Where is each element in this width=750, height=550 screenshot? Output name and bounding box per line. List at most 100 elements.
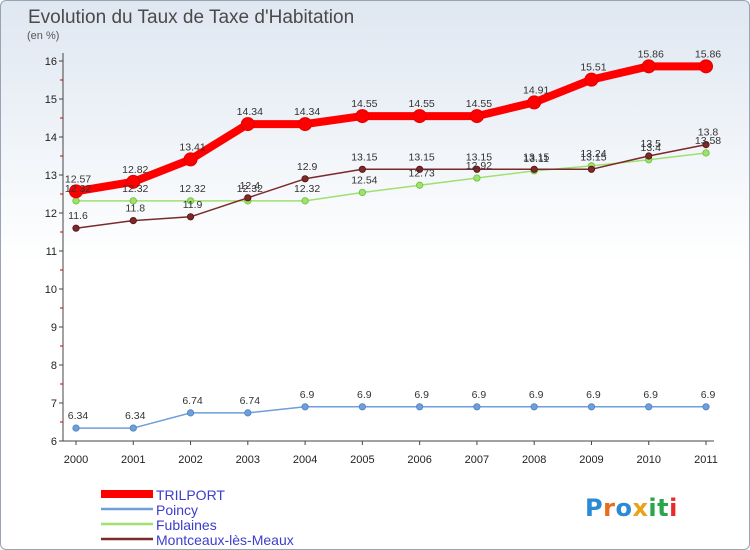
data-point xyxy=(301,403,309,411)
data-label: 11.9 xyxy=(183,199,203,211)
y-tick-label: 11 xyxy=(46,246,57,258)
logo-letter: x xyxy=(632,494,649,522)
x-tick-label: 2008 xyxy=(522,454,546,466)
data-label: 6.9 xyxy=(701,389,716,401)
data-label: 12.32 xyxy=(294,183,320,195)
data-point xyxy=(702,403,710,411)
logo-letter: i xyxy=(669,494,678,522)
x-tick-label: 2004 xyxy=(293,454,317,466)
x-tick-label: 2000 xyxy=(64,454,88,466)
data-point xyxy=(416,181,424,189)
data-label: 12.92 xyxy=(466,160,492,172)
data-label: 11.6 xyxy=(68,210,88,222)
data-label: 6.9 xyxy=(472,389,487,401)
data-point xyxy=(416,165,424,173)
data-point xyxy=(473,403,481,411)
x-tick-label: 2007 xyxy=(465,454,489,466)
y-tick-label: 16 xyxy=(45,56,57,68)
data-point xyxy=(183,152,198,167)
data-point xyxy=(186,409,195,417)
legend-label: Montceaux-lès-Meaux xyxy=(156,532,294,548)
data-point xyxy=(301,175,309,183)
data-label: 13.8 xyxy=(698,127,719,139)
data-label: 12.32 xyxy=(65,183,91,195)
data-point xyxy=(587,165,596,173)
data-label: 12.57 xyxy=(65,173,91,185)
data-point xyxy=(584,72,599,87)
data-label: 13.5 xyxy=(641,138,662,150)
data-label: 6.74 xyxy=(182,395,203,407)
x-tick-label: 2006 xyxy=(407,454,431,466)
data-label: 14.55 xyxy=(408,98,434,110)
data-point xyxy=(702,149,710,157)
data-point xyxy=(72,197,80,205)
data-label: 13.15 xyxy=(523,151,549,163)
data-label: 6.9 xyxy=(643,389,658,401)
data-point xyxy=(129,424,137,432)
data-point xyxy=(129,217,137,225)
data-label: 15.86 xyxy=(695,48,721,60)
logo-letter: P xyxy=(585,494,604,522)
x-tick-label: 2002 xyxy=(178,454,202,466)
data-label: 13.15 xyxy=(466,151,492,163)
data-point xyxy=(416,403,424,411)
x-tick-label: 2011 xyxy=(694,454,718,466)
proxiti-logo: Proxiti xyxy=(585,494,678,522)
chart-subtitle: (en %) xyxy=(27,30,60,42)
x-tick-label: 2001 xyxy=(121,454,145,466)
data-label: 6.9 xyxy=(357,389,372,401)
data-label: 6.74 xyxy=(240,395,261,407)
data-label: 6.9 xyxy=(300,389,315,401)
data-point xyxy=(72,224,80,232)
data-label: 13.24 xyxy=(580,148,606,160)
data-point xyxy=(587,403,596,411)
data-point xyxy=(186,197,195,205)
data-label: 14.55 xyxy=(351,98,377,110)
data-label: 13.15 xyxy=(351,151,377,163)
data-point xyxy=(645,403,653,411)
data-point xyxy=(358,188,366,197)
logo-letter: i xyxy=(648,494,658,522)
y-tick-label: 8 xyxy=(51,360,57,372)
data-label: 15.51 xyxy=(580,62,606,74)
y-tick-label: 13 xyxy=(45,170,57,182)
data-label: 13.58 xyxy=(695,135,721,147)
x-tick-label: 2010 xyxy=(636,454,660,466)
y-tick-label: 6 xyxy=(51,436,57,448)
y-tick-label: 12 xyxy=(45,208,57,220)
data-label: 6.9 xyxy=(529,389,544,401)
data-point xyxy=(530,403,538,411)
data-label: 6.34 xyxy=(125,410,146,422)
data-point xyxy=(469,109,484,124)
data-label: 12.32 xyxy=(237,183,263,195)
data-point xyxy=(69,184,83,199)
y-tick-label: 7 xyxy=(51,398,57,410)
x-tick-label: 2009 xyxy=(579,454,603,466)
data-point xyxy=(72,424,80,432)
x-tick-label: 2005 xyxy=(350,454,374,466)
data-point xyxy=(473,165,481,173)
legend-label: Fublaines xyxy=(156,517,217,533)
data-point xyxy=(641,59,656,74)
data-label: 13.41 xyxy=(179,141,205,153)
data-point xyxy=(358,165,366,173)
data-label: 14.91 xyxy=(523,84,549,96)
logo-letter: r xyxy=(603,494,616,522)
data-point xyxy=(527,95,542,110)
data-point xyxy=(186,213,195,221)
y-tick-label: 9 xyxy=(51,322,57,334)
chart-title: Evolution du Taux de Taxe d'Habitation xyxy=(28,7,355,28)
data-label: 12.32 xyxy=(122,183,148,195)
series-line-3 xyxy=(75,143,707,229)
data-point xyxy=(244,409,252,417)
data-label: 14.34 xyxy=(237,106,263,118)
legend-label: TRILPORT xyxy=(156,487,225,503)
y-tick-label: 15 xyxy=(45,94,57,106)
data-label: 13.11 xyxy=(523,153,549,165)
data-label: 12.4 xyxy=(240,180,261,192)
y-tick-label: 10 xyxy=(45,284,57,296)
data-label: 6.9 xyxy=(586,389,601,401)
data-label: 11.8 xyxy=(125,203,145,215)
